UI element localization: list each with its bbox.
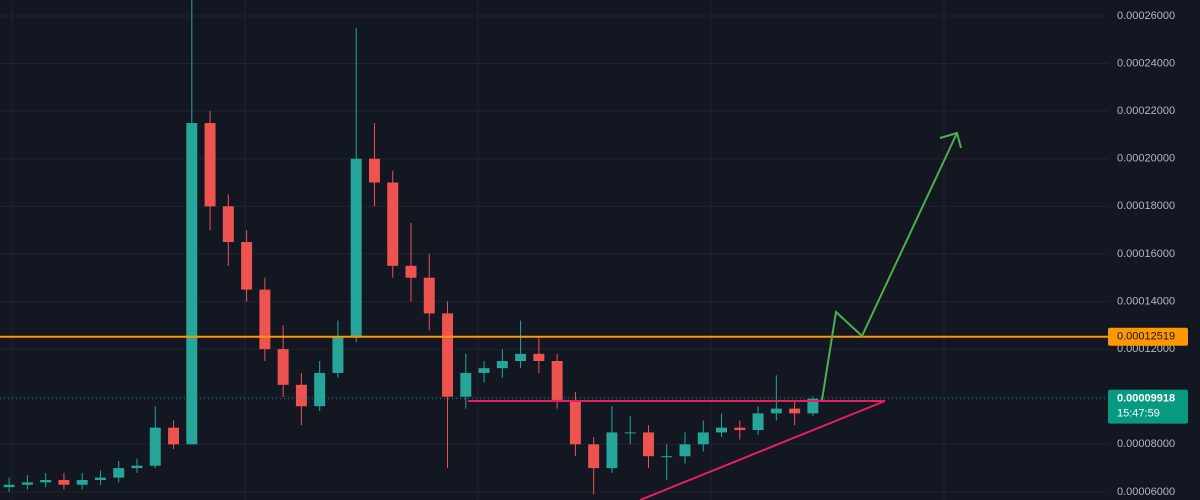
candle-body (789, 408, 801, 414)
y-tick-label: 0.00022000 (1117, 105, 1175, 117)
triangle-pattern (468, 400, 886, 500)
candle-body (661, 456, 673, 458)
candle-body (515, 353, 527, 362)
projection-arrow (821, 132, 958, 401)
candle-body (295, 384, 307, 407)
candle-body (387, 182, 399, 266)
candle-body (21, 482, 33, 485)
candle-body (642, 432, 654, 457)
y-tick-label: 0.00016000 (1117, 248, 1175, 260)
y-tick-label: 0.00008000 (1117, 438, 1175, 450)
candle-body (168, 427, 180, 445)
last-price-tag (1108, 389, 1188, 424)
candle-body (368, 158, 380, 183)
y-tick-label: 0.00014000 (1117, 295, 1175, 307)
candle-body (551, 361, 563, 402)
candle-body (76, 480, 88, 485)
candle-body (149, 427, 161, 466)
y-tick-label: 0.00020000 (1117, 153, 1175, 165)
y-tick-label: 0.00018000 (1117, 200, 1175, 212)
candle-body (241, 242, 253, 290)
candle-body (624, 432, 636, 434)
y-tick-label: 0.00006000 (1117, 486, 1175, 498)
candle-body (460, 372, 472, 397)
candle-body (679, 444, 691, 457)
candle-body (569, 401, 581, 445)
vertical-grid (11, 0, 945, 500)
candle-body (423, 277, 435, 314)
candle-body (94, 477, 106, 481)
horizontal-grid (0, 15, 1108, 493)
candle-body (58, 480, 70, 485)
candle-body (350, 158, 362, 338)
candle-body (588, 444, 600, 469)
y-tick-label: 0.00024000 (1117, 57, 1175, 69)
price-axis: 0.000060000.000080000.000100000.00012000… (1108, 0, 1200, 500)
candle-body (40, 480, 52, 483)
candle-body (716, 427, 728, 433)
candle-body (186, 123, 198, 445)
drawings (468, 131, 962, 500)
candle-body (496, 361, 508, 369)
candle-body (734, 427, 746, 431)
candle-body (314, 372, 326, 407)
candle-body (770, 408, 782, 414)
candle-body (405, 265, 417, 278)
candle-body (204, 123, 216, 207)
price-tags: 0.00012519 0.00009918 15:47:59 (1108, 327, 1188, 424)
countdown-timer: 15:47:59 (1117, 408, 1160, 420)
last-price-label: 0.00009918 (1117, 393, 1175, 405)
candle-body (478, 368, 490, 373)
candles (3, 0, 819, 495)
level-tag (1108, 327, 1188, 346)
candle-body (752, 413, 764, 431)
arrow-head (939, 131, 962, 149)
candle-body (533, 353, 545, 362)
candle-body (113, 468, 125, 478)
candle-body (442, 313, 454, 397)
candle-body (259, 289, 271, 350)
candle-body (697, 432, 709, 445)
level-label: 0.00012519 (1117, 331, 1175, 343)
levels (0, 335, 1108, 400)
candle-body (332, 337, 344, 373)
candle-body (807, 398, 819, 414)
candle-body (222, 206, 234, 243)
candle-body (3, 484, 15, 488)
y-tick-label: 0.00012000 (1117, 343, 1175, 355)
candle-body (277, 349, 289, 385)
candle-body (131, 465, 143, 469)
y-tick-label: 0.00026000 (1117, 10, 1175, 22)
candle-body (606, 432, 618, 469)
